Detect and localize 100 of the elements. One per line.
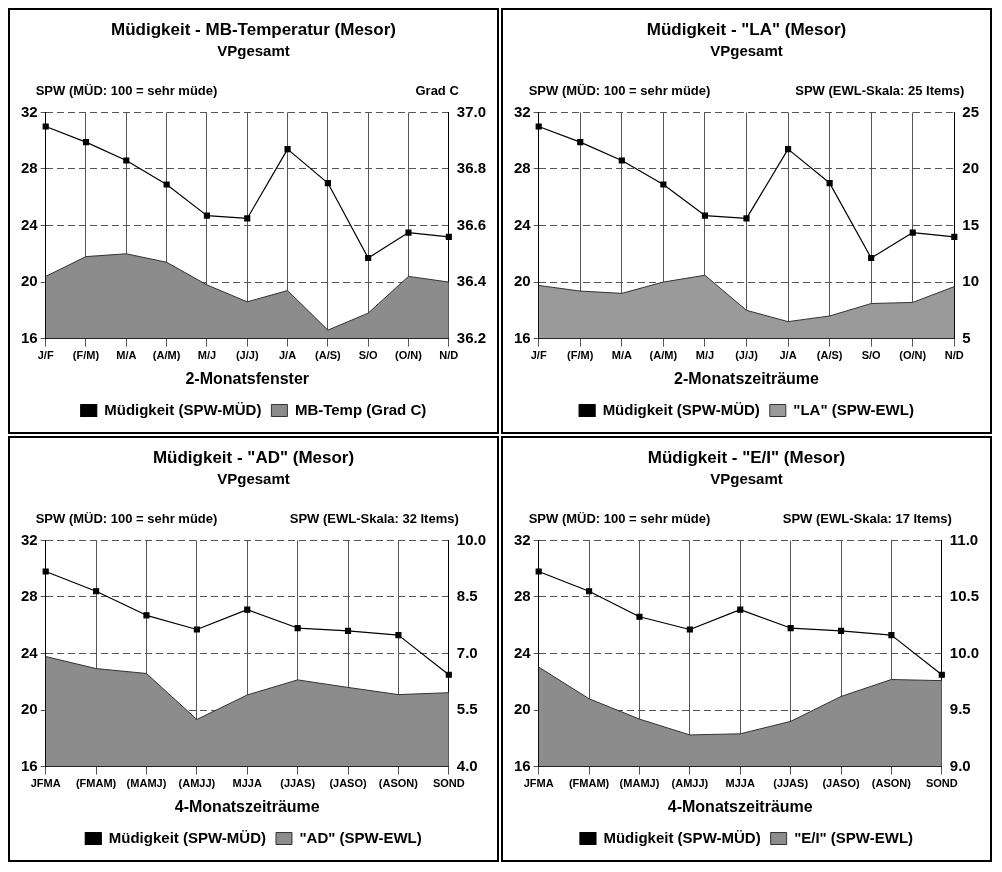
y-tick-label: 24	[514, 215, 532, 233]
point	[163, 181, 170, 188]
chart-title: Müdigkeit - MB-Temperatur (Mesor)	[111, 19, 396, 39]
x-tick-label: (JJAS)	[280, 777, 316, 790]
legend-label: MB-Temp (Grad C)	[294, 400, 427, 418]
x-tick-label: (MAMJ)	[619, 777, 660, 790]
point	[837, 627, 845, 634]
chart-title: Müdigkeit - "AD" (Mesor)	[152, 447, 355, 467]
point	[405, 229, 412, 236]
y2-tick-label: 36.6	[456, 215, 487, 233]
y2-tick-label: 10	[962, 272, 979, 290]
y2-tick-label: 9.0	[949, 756, 971, 774]
y2-axis-title: Grad C	[415, 83, 460, 99]
point	[618, 157, 625, 164]
point	[660, 181, 667, 188]
point	[244, 606, 251, 613]
legend-label: Müdigkeit (SPW-MÜD)	[602, 400, 760, 418]
y2-tick-label: 10.0	[949, 643, 980, 661]
x-tick-label: (ASON)	[871, 777, 912, 790]
y-tick-label: 16	[514, 328, 531, 346]
y2-tick-label: 5.5	[456, 700, 478, 718]
y-tick-label: 32	[21, 102, 38, 120]
legend-label: Müdigkeit (SPW-MÜD)	[108, 828, 266, 846]
legend-label: "E/I" (SPW-EWL)	[794, 828, 914, 846]
legend-label: Müdigkeit (SPW-MÜD)	[104, 400, 262, 418]
y2-tick-label: 8.5	[456, 587, 478, 605]
point	[42, 568, 49, 575]
point	[294, 624, 301, 632]
y2-tick-label: 15	[962, 215, 979, 233]
chart-subtitle: VPgesamt	[217, 469, 290, 487]
x-tick-label: (FMAM)	[75, 777, 117, 790]
x-axis-title: 4-Monatszeiträume	[174, 797, 320, 815]
y-tick-label: 20	[514, 700, 531, 718]
point	[535, 568, 542, 575]
y-axis-title: SPW (MÜD: 100 = sehr müde)	[528, 83, 711, 99]
point	[743, 215, 750, 222]
point	[787, 624, 794, 632]
x-tick-label: M/J	[695, 349, 715, 362]
point	[344, 627, 352, 634]
y2-tick-label: 36.2	[456, 328, 487, 346]
y-tick-label: 32	[514, 530, 531, 548]
y2-tick-label: 11.0	[949, 530, 979, 548]
point	[586, 588, 593, 595]
y-tick-label: 28	[21, 587, 38, 605]
x-tick-label: MJJA	[232, 777, 262, 790]
x-tick-label: J/A	[779, 349, 797, 362]
x-tick-label: (ASON)	[378, 777, 419, 790]
x-tick-label: SOND	[432, 777, 465, 790]
point	[143, 612, 150, 619]
point	[445, 233, 452, 240]
x-tick-label: (JJAS)	[773, 777, 809, 790]
chart-subtitle: VPgesamt	[710, 469, 783, 487]
point	[244, 215, 251, 222]
x-tick-label: J/A	[278, 349, 297, 362]
x-tick-label: (O/N)	[899, 349, 927, 362]
point	[42, 123, 49, 130]
x-tick-label: (A/M)	[649, 349, 678, 362]
point	[826, 180, 833, 187]
y-tick-label: 16	[21, 756, 38, 774]
y2-tick-label: 9.5	[949, 700, 971, 718]
x-tick-label: (F/M)	[72, 349, 100, 362]
y-tick-label: 20	[21, 272, 38, 290]
y-axis-title: SPW (MÜD: 100 = sehr müde)	[35, 511, 218, 527]
y-tick-label: 24	[21, 215, 39, 233]
y2-axis-title: SPW (EWL-Skala: 32 Items)	[289, 511, 459, 527]
y-tick-label: 20	[21, 700, 38, 718]
x-tick-label: (J/J)	[735, 349, 759, 362]
y-tick-label: 24	[514, 643, 532, 661]
y-tick-label: 16	[514, 756, 531, 774]
x-tick-label: (FMAM)	[568, 777, 610, 790]
point	[686, 626, 693, 633]
x-tick-label: M/A	[611, 349, 632, 362]
y2-tick-label: 7.0	[456, 643, 478, 661]
point	[193, 626, 200, 633]
x-tick-label: J/F	[37, 349, 54, 362]
x-tick-label: (AMJJ)	[178, 777, 216, 790]
y2-tick-label: 36.8	[456, 159, 487, 177]
y-tick-label: 28	[514, 587, 531, 605]
x-tick-label: JFMA	[30, 777, 61, 790]
x-tick-label: MJJA	[725, 777, 755, 790]
y2-tick-label: 25	[962, 102, 979, 120]
point	[123, 157, 130, 164]
chart-subtitle: VPgesamt	[217, 41, 290, 59]
point	[701, 212, 709, 219]
y-axis-title: SPW (MÜD: 100 = sehr müde)	[35, 83, 218, 99]
point	[324, 180, 331, 187]
x-tick-label: (A/S)	[816, 349, 843, 362]
y-tick-label: 28	[514, 159, 531, 177]
y-tick-label: 32	[21, 530, 38, 548]
point	[737, 606, 744, 613]
y2-tick-label: 10.5	[949, 587, 980, 605]
point	[82, 139, 90, 146]
point	[395, 632, 402, 639]
y2-tick-label: 5	[962, 328, 971, 346]
x-tick-label: S/O	[358, 349, 379, 362]
y-tick-label: 32	[514, 102, 531, 120]
x-tick-label: (A/S)	[315, 349, 342, 362]
y2-tick-label: 10.0	[456, 530, 487, 548]
chart-title: Müdigkeit - "LA" (Mesor)	[646, 19, 847, 39]
y2-axis-title: SPW (EWL-Skala: 25 Items)	[795, 83, 965, 99]
